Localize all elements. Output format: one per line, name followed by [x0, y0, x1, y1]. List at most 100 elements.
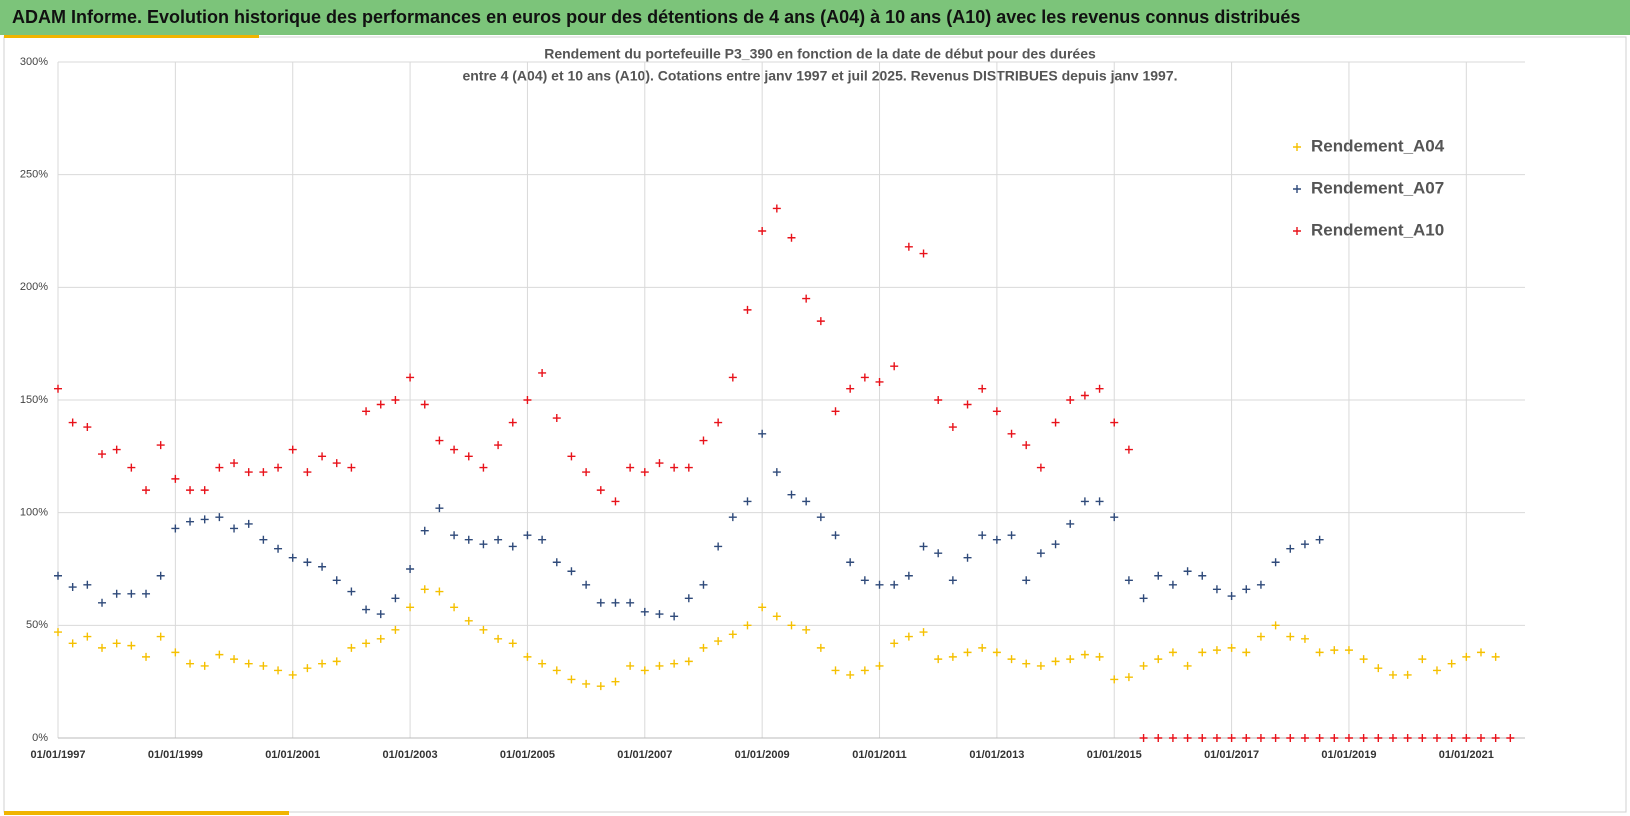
- point: [274, 544, 283, 553]
- point: [406, 565, 415, 573]
- point: [156, 441, 165, 450]
- point: [1198, 571, 1207, 580]
- point: [684, 594, 693, 603]
- point: [259, 535, 268, 544]
- y-tick-label: 300%: [20, 56, 48, 68]
- point: [376, 610, 385, 619]
- point: [450, 445, 459, 454]
- point: [992, 407, 1001, 416]
- x-tick-label: 01/01/1997: [30, 749, 85, 761]
- point: [508, 542, 517, 551]
- point: [1506, 734, 1515, 742]
- point: [978, 643, 987, 652]
- point: [215, 650, 224, 659]
- point: [347, 643, 356, 652]
- point: [552, 558, 561, 567]
- point: [54, 571, 62, 580]
- point: [435, 504, 444, 513]
- point: [332, 576, 341, 585]
- point: [596, 682, 605, 691]
- point: [626, 598, 635, 607]
- point: [1227, 734, 1236, 742]
- point: [450, 603, 459, 612]
- point: [1256, 734, 1265, 742]
- point: [112, 639, 121, 648]
- x-tick-label: 01/01/2021: [1439, 749, 1494, 761]
- point: [230, 655, 239, 664]
- point: [259, 468, 268, 477]
- point: [1183, 567, 1192, 576]
- x-tick-label: 01/01/2015: [1087, 749, 1142, 761]
- point: [802, 497, 811, 506]
- point: [714, 542, 723, 551]
- point: [1080, 497, 1089, 506]
- point: [640, 607, 649, 616]
- point: [494, 441, 503, 450]
- point: [1374, 664, 1383, 673]
- point: [1198, 648, 1207, 657]
- point: [420, 585, 429, 594]
- point: [1344, 646, 1353, 655]
- point: [1300, 540, 1309, 549]
- point: [83, 632, 92, 641]
- chart-subtitle: entre 4 (A04) et 10 ans (A10). Cotations…: [462, 68, 1177, 84]
- point: [670, 612, 679, 621]
- point: [288, 670, 297, 679]
- point: [1227, 592, 1236, 601]
- point: [171, 474, 180, 483]
- point: [112, 589, 121, 598]
- point: [244, 468, 253, 477]
- point: [684, 657, 693, 666]
- point: [1300, 634, 1309, 643]
- point: [758, 429, 767, 438]
- point: [156, 632, 165, 641]
- point: [274, 666, 283, 675]
- point: [978, 384, 987, 393]
- point: [200, 515, 209, 524]
- point: [347, 587, 356, 596]
- point: [1124, 673, 1133, 682]
- point: [743, 621, 752, 630]
- point: [567, 567, 576, 576]
- point: [772, 204, 781, 213]
- point: [1359, 734, 1368, 742]
- point: [699, 580, 708, 589]
- point: [112, 445, 121, 454]
- x-tick-label: 01/01/2017: [1204, 749, 1259, 761]
- point: [714, 418, 723, 427]
- point: [904, 632, 913, 641]
- point: [435, 436, 444, 445]
- point: [1168, 734, 1177, 742]
- point: [1183, 661, 1192, 670]
- point: [1051, 657, 1060, 666]
- point: [1242, 585, 1251, 594]
- point: [1080, 391, 1089, 400]
- point: [1066, 519, 1075, 528]
- point: [1330, 734, 1339, 742]
- point: [362, 407, 371, 416]
- point: [464, 452, 473, 461]
- point: [1095, 384, 1104, 393]
- x-tick-label: 01/01/2013: [969, 749, 1024, 761]
- accent: [4, 811, 289, 815]
- point: [655, 459, 664, 468]
- point: [1374, 734, 1383, 742]
- point: [1315, 535, 1324, 544]
- point: [1212, 646, 1221, 655]
- point: [259, 661, 268, 670]
- point: [288, 553, 297, 562]
- point: [1242, 734, 1251, 742]
- point: [860, 373, 869, 382]
- point: [1124, 445, 1133, 454]
- point: [919, 542, 928, 551]
- point: [1403, 670, 1412, 679]
- chart-title: Rendement du portefeuille P3_390 en fonc…: [544, 46, 1096, 62]
- point: [772, 612, 781, 621]
- banner-title: ADAM Informe. Evolution historique des p…: [0, 0, 1630, 35]
- point: [538, 659, 547, 668]
- point: [1227, 643, 1236, 652]
- point: [244, 519, 253, 528]
- point: [1403, 734, 1412, 742]
- point: [450, 531, 459, 540]
- point: [567, 675, 576, 684]
